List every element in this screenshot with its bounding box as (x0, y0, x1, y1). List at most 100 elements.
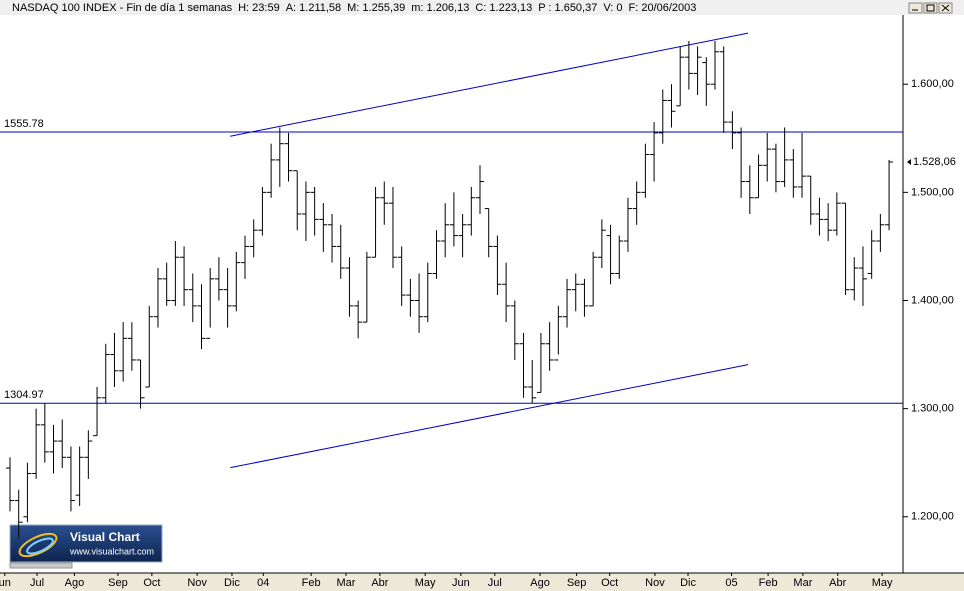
ohlc-bar (345, 257, 354, 317)
ohlc-bar (763, 132, 772, 182)
ohlc-bar (745, 165, 754, 214)
ohlc-bar (197, 284, 206, 350)
ohlc-bar (267, 143, 276, 198)
x-tick-label: Sep (567, 577, 587, 589)
ohlc-bar (415, 273, 424, 333)
ohlc-bar (728, 111, 737, 150)
y-tick-label: 1.600,00 (911, 78, 954, 90)
ohlc-bar (885, 159, 894, 231)
ohlc-bar (241, 235, 250, 279)
ohlc-bar (328, 213, 337, 263)
x-tick-label: Oct (601, 577, 618, 589)
ohlc-bar (815, 197, 824, 236)
ohlc-bar (754, 154, 763, 199)
x-tick-label: Feb (759, 577, 778, 589)
ohlc-bar (536, 332, 545, 393)
ohlc-bar (563, 278, 572, 328)
ohlc-bar (510, 300, 519, 360)
ohlc-bar (319, 203, 328, 252)
ohlc-bar (354, 300, 363, 339)
ohlc-bar (650, 122, 659, 182)
ohlc-bar (693, 46, 702, 96)
ohlc-bar (850, 257, 859, 301)
header-item: C: 1.223,13 (475, 2, 532, 14)
x-tick-label: Nov (645, 577, 665, 589)
ohlc-bar (136, 359, 145, 409)
ohlc-bar (641, 143, 650, 198)
header-item: F: 20/06/2003 (629, 2, 697, 14)
ohlc-bar (336, 224, 345, 279)
ohlc-bar (832, 192, 841, 236)
ohlc-bar (66, 446, 75, 512)
trend-line (230, 364, 749, 469)
ohlc-bar (597, 219, 606, 269)
trend-line (230, 32, 749, 137)
header-item: H: 23:59 (238, 2, 280, 14)
ohlc-bar (223, 268, 232, 328)
ohlc-bar (249, 219, 258, 258)
ohlc-bar (858, 246, 867, 306)
ohlc-bar (449, 192, 458, 247)
ohlc-bar (676, 46, 685, 107)
ohlc-bar (615, 235, 624, 279)
ohlc-bar (798, 132, 807, 198)
ohlc-bar (284, 132, 293, 182)
ohlc-bar (371, 186, 380, 258)
ohlc-bar (380, 181, 389, 225)
ohlc-bar (93, 387, 102, 437)
logo-url: www.visualchart.com (69, 546, 154, 556)
ohlc-bar (711, 40, 720, 90)
x-tick-label: Mar (793, 577, 812, 589)
ohlc-bar (145, 305, 154, 388)
ohlc-bar (467, 186, 476, 236)
ohlc-bar (14, 489, 23, 539)
maximize-icon (926, 4, 935, 12)
ohlc-bar (406, 278, 415, 317)
ohlc-bar (32, 408, 41, 479)
ohlc-bar (806, 175, 815, 225)
ohlc-bar (632, 181, 641, 225)
ohlc-bar (397, 246, 406, 306)
ohlc-bar (75, 446, 84, 506)
ohlc-bar (293, 170, 302, 231)
ohlc-bar (441, 203, 450, 258)
x-tick-label: Mar (336, 577, 355, 589)
x-tick-label: Feb (302, 577, 321, 589)
minimize-button[interactable] (908, 2, 923, 14)
ohlc-bar (623, 197, 632, 252)
ohlc-bar (258, 186, 267, 236)
header-item: m: 1.206,13 (411, 2, 469, 14)
close-icon (941, 4, 950, 12)
ohlc-bar (589, 251, 598, 307)
x-tick-label: Nov (187, 577, 207, 589)
ohlc-bar (101, 343, 110, 404)
x-tick-label: 05 (725, 577, 737, 589)
ohlc-bar (301, 181, 310, 242)
x-tick-label: Oct (143, 577, 160, 589)
ohlc-bar (310, 186, 319, 236)
x-tick-label: 04 (257, 577, 269, 589)
ohlc-bar (580, 278, 589, 317)
ohlc-bar (188, 273, 197, 323)
ohlc-bar (23, 462, 32, 523)
ohlc-bar (432, 230, 441, 279)
y-tick-label: 1.500,00 (911, 186, 954, 198)
ohlc-bar (502, 262, 511, 323)
ohlc-bar (423, 262, 432, 323)
header-item: M: 1.255,39 (347, 2, 405, 14)
window-buttons[interactable] (908, 2, 953, 14)
ohlc-bar (127, 322, 136, 371)
x-tick-label: Dic (224, 577, 240, 589)
x-tick-label: un (0, 577, 11, 589)
maximize-button[interactable] (923, 2, 938, 14)
x-tick-label: Jul (488, 577, 502, 589)
level-label: 1555.78 (4, 118, 44, 130)
ohlc-bar (719, 46, 728, 133)
ohlc-bar (528, 359, 537, 404)
ohlc-bar (606, 224, 615, 285)
x-tick-label: Abr (829, 577, 846, 589)
x-tick-label: Ago (530, 577, 550, 589)
logo: Visual Chart www.visualchart.com (9, 524, 163, 569)
